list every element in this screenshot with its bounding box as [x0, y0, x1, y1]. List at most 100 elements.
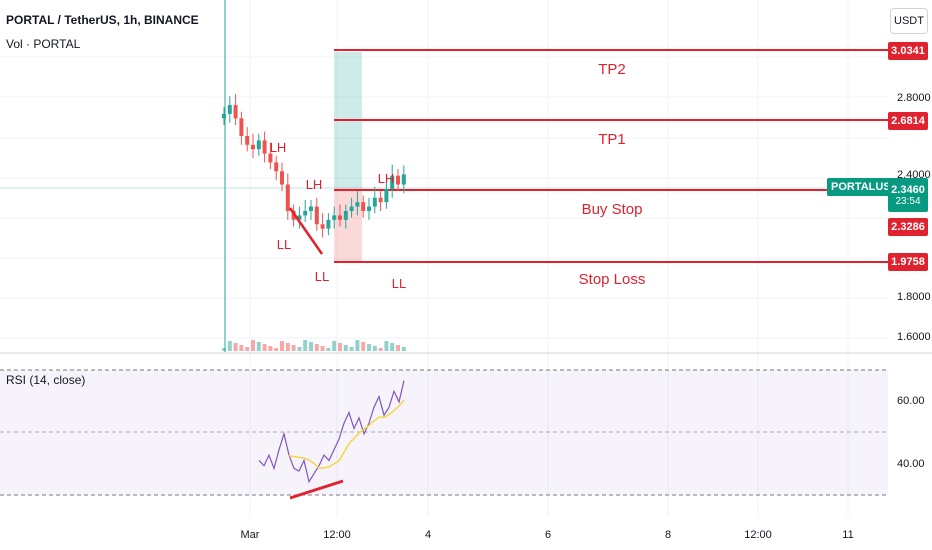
- candle-body: [372, 197, 377, 207]
- buy-stop-price-tag: 2.3286: [888, 218, 928, 236]
- candles: [222, 94, 406, 238]
- volume-bar: [384, 341, 389, 351]
- rsi-tick: 60.00: [897, 395, 925, 407]
- candle-body: [349, 206, 354, 211]
- volume-bar: [233, 343, 238, 351]
- candle-body: [390, 175, 395, 189]
- volume-bar: [314, 344, 319, 351]
- ll-annotation-2: LL: [315, 269, 329, 284]
- rsi-line: [258, 380, 405, 484]
- ll-annotation-1: LL: [277, 237, 291, 252]
- candle-body: [355, 202, 360, 207]
- time-tick: Mar: [241, 529, 260, 541]
- volume-bar: [361, 342, 366, 351]
- volume-bars: [222, 340, 406, 351]
- candle-body: [401, 174, 406, 185]
- candle-body: [320, 224, 325, 229]
- candle-body: [239, 118, 244, 136]
- current-price-tag: 2.3460 23:54: [888, 178, 928, 212]
- candle-body: [314, 206, 319, 225]
- currency-button[interactable]: USDT: [890, 8, 928, 34]
- volume-bar: [401, 347, 406, 351]
- candle-body: [256, 140, 261, 150]
- candle-body: [343, 210, 348, 220]
- lh-annotation-1: LH: [270, 140, 287, 155]
- candle-body: [251, 144, 255, 150]
- time-tick: 12:00: [744, 529, 772, 541]
- volume-bar: [222, 348, 226, 351]
- volume-bar: [396, 345, 400, 351]
- volume-bar: [372, 346, 377, 351]
- volume-bar: [367, 344, 371, 351]
- time-tick: 6: [545, 529, 551, 541]
- volume-bar: [274, 348, 279, 351]
- volume-bar: [343, 345, 348, 351]
- time-tick: 8: [665, 529, 671, 541]
- countdown: 23:54: [895, 195, 921, 207]
- candle-body: [268, 153, 273, 163]
- candle-body: [291, 210, 296, 220]
- volume-bar: [326, 348, 331, 351]
- volume-bar: [245, 347, 250, 351]
- price-tick: 1.8000: [897, 291, 931, 303]
- candle-body: [233, 105, 238, 119]
- time-tick: 4: [425, 529, 431, 541]
- volume-bar: [280, 341, 284, 351]
- stop-loss-label: Stop Loss: [579, 271, 646, 288]
- volume-bar: [355, 340, 360, 351]
- candle-body: [222, 113, 226, 119]
- rsi-ma-line: [288, 399, 405, 469]
- volume-bar: [338, 343, 342, 351]
- price-grid: [0, 0, 888, 516]
- volume-indicator-label[interactable]: Vol · PORTAL: [6, 37, 81, 51]
- volume-bar: [239, 345, 244, 351]
- candle-body: [367, 206, 371, 211]
- volume-bar: [390, 343, 395, 351]
- candle-body: [378, 197, 383, 203]
- candle-body: [303, 210, 308, 216]
- volume-bar: [349, 347, 354, 351]
- time-tick: 12:00: [323, 529, 351, 541]
- current-price: 2.3460: [891, 183, 925, 196]
- volume-bar: [251, 340, 255, 351]
- rsi-tick: 40.00: [897, 458, 925, 470]
- buy-stop-label: Buy Stop: [582, 201, 643, 218]
- volume-bar: [332, 341, 337, 351]
- symbol-title[interactable]: PORTAL / TetherUS, 1h, BINANCE: [6, 13, 199, 27]
- volume-bar: [378, 348, 383, 351]
- volume-bar: [303, 340, 308, 351]
- candle-body: [262, 140, 267, 154]
- volume-bar: [285, 343, 290, 351]
- stop-loss-price-tag: 1.9758: [888, 253, 928, 271]
- candle-body: [396, 175, 400, 185]
- candle-body: [326, 219, 331, 229]
- volume-bar: [291, 345, 296, 351]
- volume-bar: [256, 342, 261, 351]
- price-tick: 1.6000: [897, 331, 931, 343]
- lh-annotation-3: LH: [378, 171, 395, 186]
- tp2-label: TP2: [598, 61, 626, 78]
- lh-annotation-2: LH: [306, 177, 323, 192]
- ll-annotation-3: LL: [392, 276, 406, 291]
- volume-bar: [297, 347, 302, 351]
- candle-body: [280, 171, 284, 185]
- volume-bar: [262, 344, 267, 351]
- tp2-price-tag: 3.0341: [888, 42, 928, 60]
- rsi-indicator-label[interactable]: RSI (14, close): [6, 373, 86, 387]
- candle-body: [309, 206, 313, 211]
- rsi-divergence-line: [289, 479, 344, 500]
- candle-body: [274, 162, 279, 172]
- candle-body: [332, 215, 337, 220]
- candle-body: [297, 215, 302, 220]
- volume-bar: [268, 346, 273, 351]
- candle-body: [285, 184, 290, 211]
- price-tick: 2.8000: [897, 92, 931, 104]
- time-tick: 11: [842, 529, 853, 541]
- volume-bar: [227, 341, 232, 351]
- candle-body: [384, 188, 389, 203]
- tp1-label: TP1: [598, 131, 626, 148]
- ll-trendline-1: [288, 207, 324, 255]
- candle-body: [338, 215, 342, 220]
- volume-bar: [320, 346, 325, 351]
